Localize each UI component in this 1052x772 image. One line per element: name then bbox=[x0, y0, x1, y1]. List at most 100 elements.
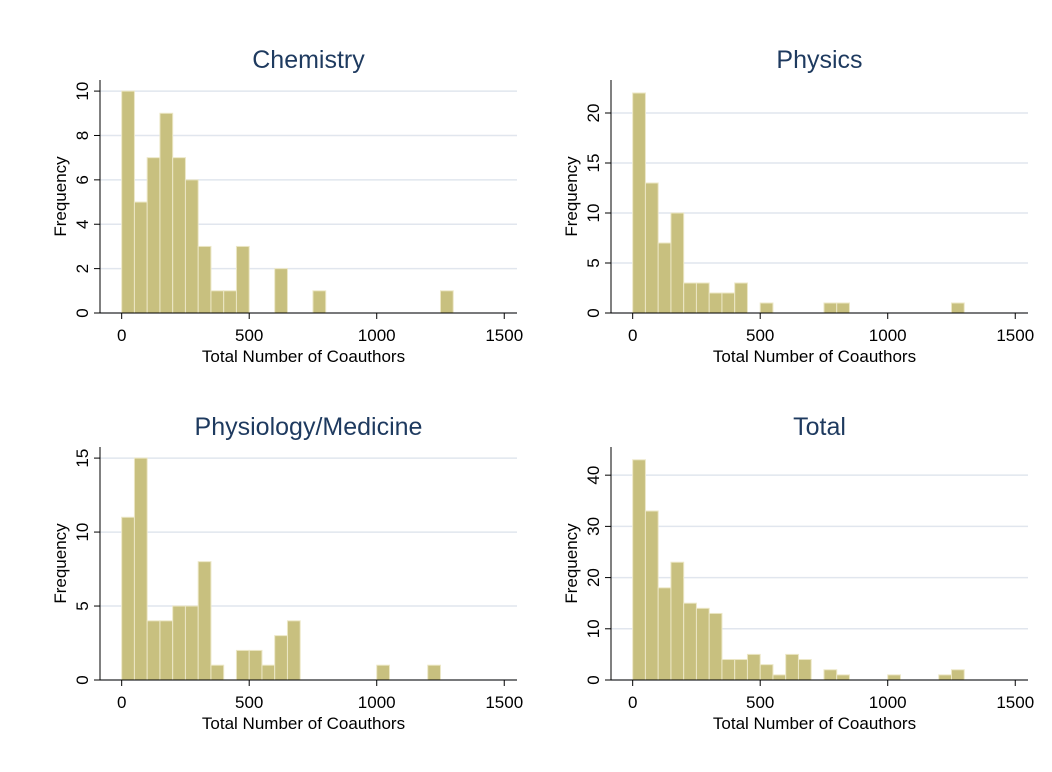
bar bbox=[746, 653, 761, 681]
bar bbox=[797, 659, 812, 681]
chart-title: Chemistry bbox=[252, 46, 365, 74]
bar bbox=[823, 669, 838, 681]
bar bbox=[248, 649, 263, 681]
bar bbox=[439, 290, 454, 314]
bar bbox=[172, 605, 186, 681]
x-tick-label: 0 bbox=[117, 693, 126, 712]
y-tick-label: 0 bbox=[584, 308, 603, 317]
x-tick-label: 1500 bbox=[996, 693, 1034, 712]
bar bbox=[695, 282, 710, 314]
y-tick-label: 6 bbox=[73, 175, 92, 184]
x-tick-label: 1000 bbox=[869, 693, 907, 712]
y-tick-label: 0 bbox=[73, 675, 92, 684]
bar bbox=[274, 635, 288, 681]
bar bbox=[210, 664, 225, 681]
x-axis-label: Total Number of Coauthors bbox=[713, 714, 916, 733]
bar bbox=[235, 649, 250, 681]
bar bbox=[950, 669, 965, 681]
y-axis-label: Frequency bbox=[51, 156, 70, 237]
bar bbox=[683, 282, 697, 314]
bar bbox=[197, 561, 212, 681]
bar bbox=[146, 620, 161, 681]
y-tick-label: 15 bbox=[584, 154, 603, 173]
bar bbox=[184, 605, 199, 681]
x-tick-label: 1000 bbox=[358, 693, 396, 712]
y-tick-label: 40 bbox=[584, 466, 603, 485]
bar bbox=[223, 290, 237, 314]
y-tick-label: 10 bbox=[73, 82, 92, 101]
x-tick-label: 500 bbox=[235, 693, 263, 712]
bar bbox=[759, 664, 774, 681]
chart-title: Total bbox=[793, 413, 846, 441]
bar bbox=[683, 602, 697, 681]
x-axis-label: Total Number of Coauthors bbox=[202, 714, 405, 733]
x-tick-label: 1500 bbox=[996, 326, 1034, 345]
y-tick-label: 15 bbox=[73, 449, 92, 468]
chart-title: Physiology/Medicine bbox=[195, 413, 423, 441]
y-tick-label: 0 bbox=[73, 308, 92, 317]
x-tick-label: 0 bbox=[117, 326, 126, 345]
y-tick-label: 8 bbox=[73, 131, 92, 140]
x-tick-label: 500 bbox=[746, 326, 774, 345]
y-tick-label: 10 bbox=[73, 523, 92, 542]
bar bbox=[785, 653, 799, 681]
bar bbox=[823, 302, 838, 314]
bar bbox=[950, 302, 965, 314]
x-axis-label: Total Number of Coauthors bbox=[713, 347, 916, 366]
bar bbox=[734, 282, 748, 314]
bar bbox=[312, 290, 327, 314]
bar bbox=[121, 516, 135, 681]
bar bbox=[286, 620, 301, 681]
bar bbox=[644, 182, 659, 314]
bar bbox=[657, 242, 672, 314]
y-tick-label: 30 bbox=[584, 517, 603, 536]
bar bbox=[133, 201, 148, 314]
bar bbox=[632, 92, 646, 314]
x-tick-label: 1500 bbox=[485, 693, 523, 712]
chart-title: Physics bbox=[776, 46, 862, 74]
x-tick-label: 500 bbox=[235, 326, 263, 345]
y-tick-label: 4 bbox=[73, 220, 92, 229]
bar bbox=[836, 674, 850, 681]
y-axis-label: Frequency bbox=[562, 523, 581, 604]
bar bbox=[427, 664, 441, 681]
y-tick-label: 0 bbox=[584, 675, 603, 684]
bar bbox=[197, 245, 212, 314]
bar bbox=[274, 268, 288, 314]
bar bbox=[708, 292, 723, 314]
bar bbox=[938, 674, 952, 681]
x-tick-label: 0 bbox=[628, 326, 637, 345]
x-tick-label: 0 bbox=[628, 693, 637, 712]
bar bbox=[172, 157, 186, 314]
bar bbox=[121, 90, 135, 314]
y-tick-label: 2 bbox=[73, 264, 92, 273]
bar bbox=[644, 510, 659, 681]
bar bbox=[721, 292, 736, 314]
x-tick-label: 500 bbox=[746, 693, 774, 712]
bar bbox=[836, 302, 850, 314]
x-tick-label: 1000 bbox=[869, 326, 907, 345]
x-axis-label: Total Number of Coauthors bbox=[202, 347, 405, 366]
y-axis-label: Frequency bbox=[562, 156, 581, 237]
bar bbox=[184, 179, 199, 314]
bar bbox=[210, 290, 225, 314]
bar bbox=[376, 664, 390, 681]
bar bbox=[632, 459, 646, 681]
y-tick-label: 20 bbox=[584, 568, 603, 587]
bar bbox=[708, 612, 723, 681]
x-tick-label: 1000 bbox=[358, 326, 396, 345]
bar bbox=[235, 245, 250, 314]
y-tick-label: 5 bbox=[73, 601, 92, 610]
y-tick-label: 10 bbox=[584, 619, 603, 638]
bar bbox=[261, 664, 276, 681]
bar bbox=[657, 587, 672, 681]
bar bbox=[759, 302, 774, 314]
y-axis-label: Frequency bbox=[51, 523, 70, 604]
bar bbox=[146, 157, 161, 314]
bar bbox=[159, 620, 174, 681]
bar bbox=[670, 561, 685, 681]
bar bbox=[159, 112, 174, 314]
y-tick-label: 5 bbox=[584, 258, 603, 267]
bar bbox=[670, 212, 685, 314]
